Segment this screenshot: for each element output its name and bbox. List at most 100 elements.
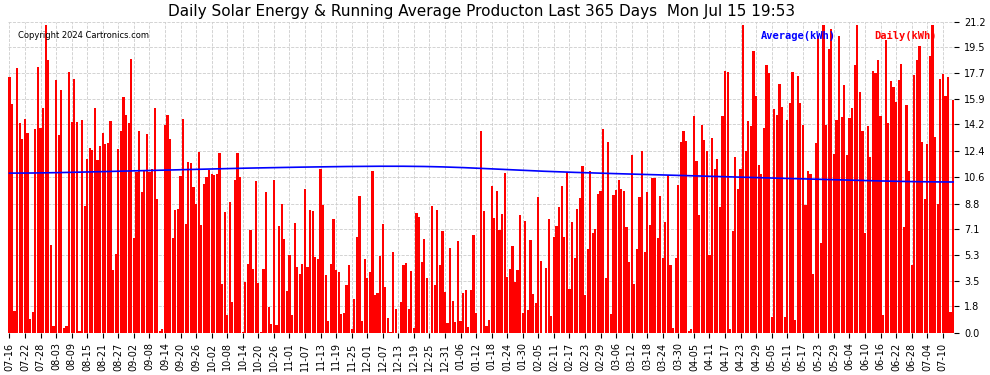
Bar: [558, 207, 560, 333]
Bar: [781, 107, 783, 333]
Bar: [791, 72, 794, 333]
Bar: [371, 171, 373, 333]
Bar: [434, 285, 436, 333]
Bar: [483, 211, 485, 333]
Bar: [226, 315, 229, 333]
Bar: [14, 311, 16, 333]
Bar: [384, 287, 386, 333]
Bar: [799, 103, 801, 333]
Bar: [626, 227, 628, 333]
Bar: [773, 109, 775, 333]
Bar: [99, 146, 101, 333]
Bar: [73, 79, 75, 333]
Bar: [376, 293, 379, 333]
Bar: [636, 249, 638, 333]
Bar: [123, 98, 125, 333]
Bar: [288, 255, 290, 333]
Bar: [216, 174, 218, 333]
Bar: [506, 277, 508, 333]
Bar: [747, 121, 749, 333]
Bar: [187, 162, 189, 333]
Bar: [413, 328, 415, 333]
Bar: [174, 210, 176, 333]
Bar: [110, 121, 112, 333]
Bar: [205, 177, 208, 333]
Bar: [416, 213, 418, 333]
Bar: [843, 85, 845, 333]
Bar: [517, 270, 519, 333]
Bar: [794, 320, 796, 333]
Bar: [27, 133, 29, 333]
Bar: [19, 123, 21, 333]
Bar: [267, 308, 270, 333]
Bar: [50, 245, 52, 333]
Bar: [237, 153, 239, 333]
Bar: [628, 262, 631, 333]
Bar: [141, 192, 143, 333]
Bar: [166, 115, 168, 333]
Bar: [504, 172, 506, 333]
Bar: [192, 188, 195, 333]
Bar: [701, 125, 703, 333]
Bar: [755, 96, 757, 333]
Bar: [437, 210, 439, 333]
Bar: [620, 189, 623, 333]
Bar: [644, 252, 645, 333]
Bar: [400, 302, 402, 333]
Bar: [480, 131, 482, 333]
Bar: [752, 51, 754, 333]
Bar: [333, 219, 335, 333]
Bar: [641, 152, 644, 333]
Bar: [688, 331, 690, 333]
Bar: [464, 290, 467, 333]
Bar: [858, 93, 861, 333]
Bar: [571, 222, 573, 333]
Bar: [648, 225, 651, 333]
Bar: [462, 293, 464, 333]
Bar: [307, 267, 309, 333]
Bar: [52, 326, 54, 333]
Bar: [78, 332, 80, 333]
Bar: [45, 25, 47, 333]
Bar: [57, 135, 59, 333]
Bar: [104, 144, 107, 333]
Bar: [21, 139, 24, 333]
Bar: [618, 180, 620, 333]
Bar: [719, 207, 721, 333]
Bar: [55, 81, 57, 333]
Bar: [456, 242, 459, 333]
Bar: [592, 233, 594, 333]
Bar: [802, 125, 804, 333]
Bar: [60, 90, 62, 333]
Bar: [869, 158, 871, 333]
Bar: [366, 278, 368, 333]
Bar: [887, 123, 889, 333]
Bar: [62, 328, 65, 333]
Bar: [664, 222, 666, 333]
Bar: [299, 274, 301, 333]
Bar: [861, 130, 863, 333]
Bar: [314, 256, 317, 333]
Bar: [179, 176, 181, 333]
Bar: [418, 217, 420, 333]
Bar: [37, 67, 39, 333]
Bar: [286, 291, 288, 333]
Bar: [392, 252, 394, 333]
Bar: [211, 174, 213, 333]
Bar: [735, 157, 737, 333]
Bar: [426, 278, 428, 333]
Bar: [856, 25, 858, 333]
Bar: [304, 189, 306, 333]
Bar: [763, 128, 765, 333]
Bar: [40, 128, 42, 333]
Bar: [836, 120, 838, 333]
Bar: [853, 65, 855, 333]
Bar: [309, 210, 311, 333]
Bar: [421, 262, 423, 333]
Bar: [475, 314, 477, 333]
Bar: [346, 285, 347, 333]
Bar: [672, 328, 674, 333]
Bar: [623, 191, 625, 333]
Bar: [91, 150, 93, 333]
Bar: [335, 270, 338, 333]
